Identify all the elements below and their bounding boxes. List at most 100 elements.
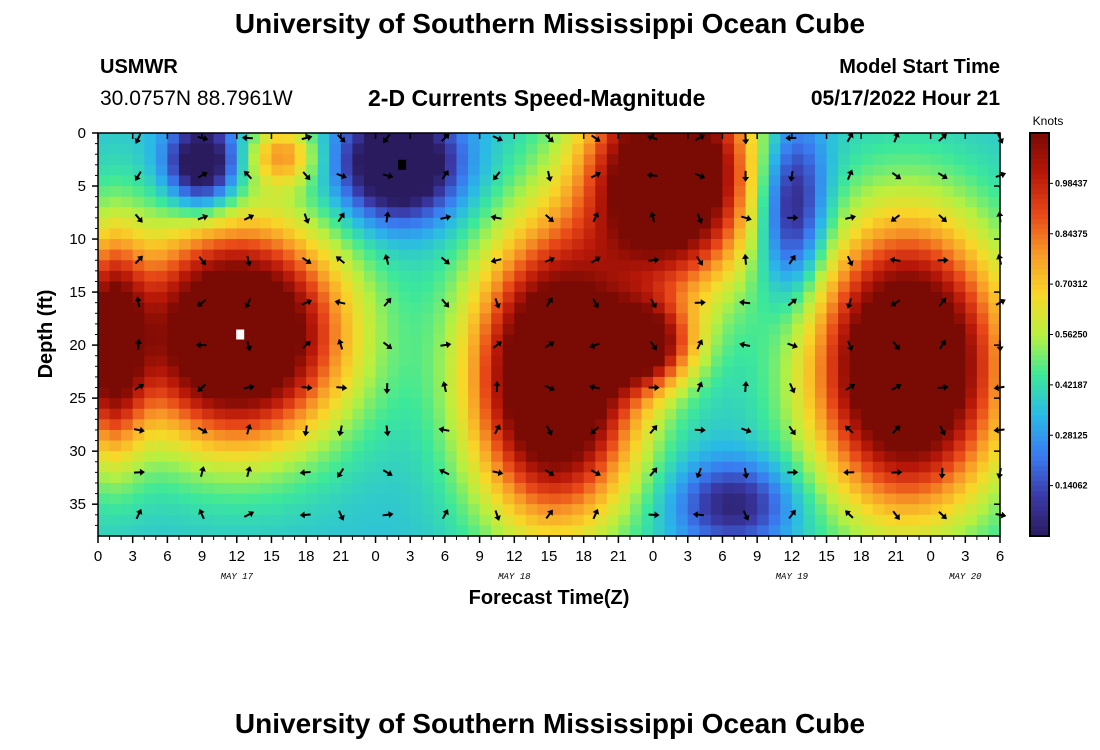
heatmap-cell	[213, 228, 226, 240]
heatmap-cell	[606, 228, 619, 240]
heatmap-cell	[699, 440, 712, 452]
heatmap-cell	[491, 408, 504, 420]
current-arrow	[846, 340, 854, 352]
heatmap-cell	[525, 493, 539, 505]
heatmap-cell	[687, 260, 700, 272]
heatmap-cell	[664, 292, 677, 304]
heatmap-cell	[583, 345, 596, 357]
heatmap-cell	[606, 239, 619, 251]
current-arrow	[648, 256, 660, 264]
colorbar: 0.140620.281250.421870.562500.703120.843…	[1029, 132, 1088, 537]
heatmap-cell	[167, 313, 180, 325]
heatmap-cell	[653, 196, 666, 208]
heatmap-cell	[895, 440, 909, 452]
heatmap-cell	[202, 482, 215, 495]
heatmap-cell	[132, 472, 145, 484]
heatmap-cell	[456, 482, 469, 495]
heatmap-cell	[664, 461, 677, 473]
heatmap-cell	[814, 419, 828, 431]
heatmap-cell	[352, 313, 365, 325]
heatmap-cell	[352, 376, 365, 389]
heatmap-cell	[757, 260, 770, 272]
heatmap-cell	[306, 196, 319, 208]
heatmap-cell	[907, 482, 920, 495]
heatmap-cell	[780, 249, 793, 261]
heatmap-cell	[190, 493, 203, 505]
heatmap-cell	[745, 302, 758, 314]
heatmap-cell	[930, 249, 943, 261]
heatmap-cell	[710, 302, 724, 314]
heatmap-cell	[849, 493, 862, 505]
colorbar-swatch	[1030, 263, 1049, 270]
heatmap-cell	[942, 260, 955, 272]
heatmap-cell	[641, 292, 654, 304]
heatmap-cell	[98, 429, 111, 442]
heatmap-cell	[433, 323, 446, 336]
heatmap-cell	[329, 482, 342, 495]
heatmap-cell	[271, 292, 284, 304]
heatmap-cell	[456, 451, 469, 463]
heatmap-cell	[641, 440, 654, 452]
heatmap-cell	[768, 164, 781, 177]
heatmap-cell	[340, 228, 354, 240]
heatmap-cell	[687, 429, 700, 442]
heatmap-cell	[202, 186, 215, 198]
heatmap-cell	[976, 525, 990, 537]
heatmap-cell	[664, 493, 677, 505]
heatmap-cell	[676, 482, 689, 495]
heatmap-cell	[687, 249, 700, 261]
heatmap-cell	[178, 186, 192, 198]
heatmap-cell	[676, 133, 689, 145]
heatmap-cell	[791, 249, 805, 261]
heatmap-cell	[907, 355, 920, 367]
heatmap-cell	[352, 217, 365, 230]
heatmap-cell	[687, 345, 700, 357]
heatmap-cell	[595, 376, 608, 389]
heatmap-cell	[965, 398, 978, 410]
heatmap-cell	[942, 175, 955, 187]
heatmap-cell	[468, 525, 481, 537]
colorbar-swatch	[1030, 319, 1049, 326]
heatmap-cell	[814, 228, 828, 240]
heatmap-cell	[676, 387, 689, 399]
heatmap-cell	[572, 323, 585, 336]
heatmap-cell	[768, 260, 781, 272]
heatmap-cell	[895, 429, 909, 442]
heatmap-cell	[768, 525, 781, 537]
heatmap-cell	[838, 164, 851, 177]
heatmap-cell	[687, 514, 700, 526]
current-arrow	[787, 468, 799, 476]
heatmap-cell	[687, 228, 700, 240]
heatmap-cell	[942, 461, 955, 473]
heatmap-cell	[259, 408, 273, 420]
heatmap-cell	[398, 461, 411, 473]
heatmap-cell	[98, 345, 111, 357]
heatmap-cell	[398, 419, 411, 431]
heatmap-cell	[375, 239, 388, 251]
heatmap-cell	[583, 207, 596, 219]
heatmap-cell	[479, 398, 492, 410]
heatmap-cell	[699, 175, 712, 187]
heatmap-cell	[271, 196, 284, 208]
heatmap-cell	[976, 260, 990, 272]
footer-title: University of Southern Mississippi Ocean…	[234, 708, 866, 739]
heatmap-cell	[780, 239, 793, 251]
heatmap-cell	[456, 249, 469, 261]
heatmap-cell	[502, 525, 515, 537]
heatmap-cell	[664, 451, 677, 463]
heatmap-cell	[653, 398, 666, 410]
current-arrow	[335, 256, 346, 264]
heatmap-cell	[121, 429, 134, 442]
heatmap-cell	[687, 451, 700, 463]
heatmap-cell	[676, 217, 689, 230]
heatmap-cell	[965, 440, 978, 452]
heatmap-cell	[468, 472, 481, 484]
heatmap-cell	[722, 451, 735, 463]
heatmap-cell	[780, 143, 793, 155]
heatmap-cell	[861, 228, 874, 240]
heatmap-cell	[549, 207, 562, 219]
heatmap-cell	[606, 133, 619, 145]
heatmap-cell	[259, 217, 273, 230]
heatmap-cell	[699, 164, 712, 177]
heatmap-cell	[814, 440, 828, 452]
